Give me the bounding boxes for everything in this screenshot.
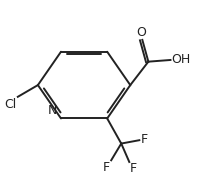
Text: O: O <box>136 26 146 39</box>
Text: F: F <box>130 163 137 176</box>
Text: OH: OH <box>172 53 191 66</box>
Text: Cl: Cl <box>4 98 16 111</box>
Text: F: F <box>140 133 147 146</box>
Text: F: F <box>103 161 110 174</box>
Text: N: N <box>48 104 57 117</box>
